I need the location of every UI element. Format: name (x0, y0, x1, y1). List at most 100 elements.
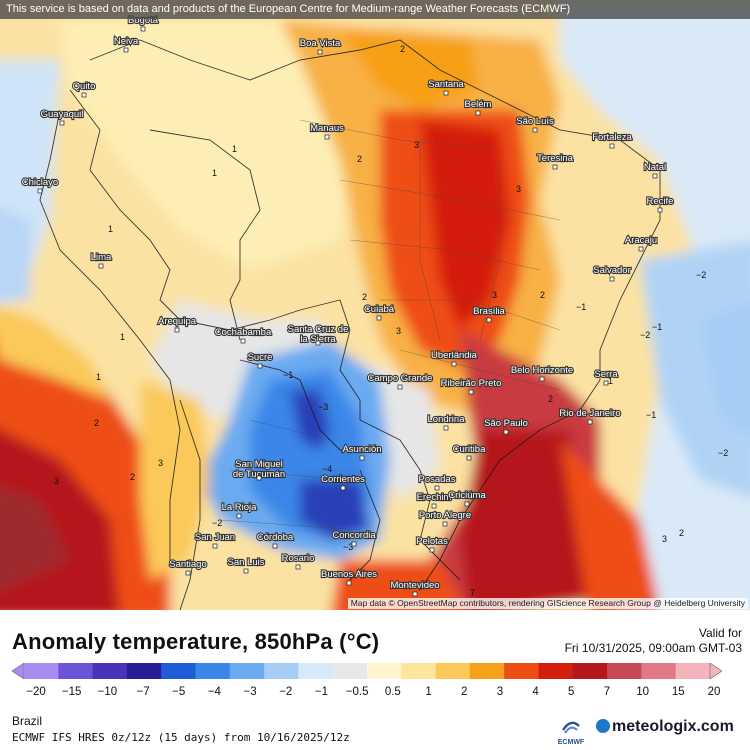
city-marker: Buenos Aires (320, 568, 378, 586)
legend-tick-label: 20 (707, 686, 721, 698)
city-name: Neiva (114, 36, 139, 47)
city-marker: Quito (72, 80, 96, 98)
city-name: La Rioja (222, 502, 258, 513)
legend-tick-label: 5 (568, 686, 575, 698)
city-marker: Uberlândia (430, 349, 479, 367)
city-marker: Posadas (417, 473, 457, 491)
city-dot (295, 564, 301, 570)
legend-tick-label: 10 (636, 686, 650, 698)
svg-text:−1: −1 (576, 302, 586, 312)
city-name: Rio de Janeiro (559, 408, 620, 419)
legend-swatch (367, 663, 402, 679)
valid-time-box: Valid for Fri 10/31/2025, 09:00am GMT-03 (565, 626, 742, 656)
city-marker: Manaus (309, 122, 345, 140)
city-name: Pelotas (416, 536, 448, 547)
city-name: Porto Alegre (419, 510, 471, 521)
city-dot (412, 591, 418, 597)
city-marker: Belém (463, 98, 493, 116)
legend-swatch (229, 663, 265, 679)
city-dot (340, 485, 346, 491)
city-dot (59, 120, 65, 126)
legend-swatch (298, 663, 334, 679)
city-dot (442, 521, 448, 527)
city-marker: Porto Alegre (418, 509, 472, 527)
city-dot (140, 26, 146, 32)
city-marker: Aracaju (624, 234, 658, 252)
city-marker: Arequipa (157, 315, 198, 333)
legend-tick-label: 0.5 (384, 686, 401, 698)
svg-text:2: 2 (400, 44, 405, 54)
svg-text:7: 7 (470, 588, 475, 598)
city-name: Guayaquil (41, 109, 84, 120)
city-marker: San Luis (226, 556, 266, 574)
region-label: Brazil (12, 714, 43, 728)
city-dot (98, 263, 104, 269)
city-dot (351, 541, 357, 547)
city-dot (603, 380, 609, 386)
city-dot (240, 338, 246, 344)
city-marker: Belo Horizonte (510, 364, 574, 382)
svg-text:−3: −3 (343, 542, 353, 552)
legend-tick-label: 3 (496, 686, 504, 698)
city-dot (317, 49, 323, 55)
city-marker: Curitiba (452, 443, 487, 461)
svg-text:2: 2 (362, 292, 367, 302)
city-dot (37, 188, 43, 194)
city-dot (212, 543, 218, 549)
city-name: Aracaju (625, 235, 657, 246)
country-borders-crisp (39, 39, 661, 610)
svg-text:−4: −4 (322, 464, 332, 474)
city-name: Campo Grande (368, 373, 433, 384)
legend-swatch (607, 663, 642, 679)
legend-arrow-left (12, 663, 25, 679)
legend-tick-label: 7 (603, 686, 611, 698)
city-marker: Córdoba (256, 531, 295, 549)
city-marker: Criciúma (447, 489, 488, 507)
city-marker: Santa Cruz de la Sierra (287, 323, 350, 346)
valid-time: Fri 10/31/2025, 09:00am GMT-03 (564, 641, 742, 655)
state-borders (219, 119, 561, 531)
legend-tick-label: −15 (61, 686, 82, 698)
city-name: Belém (465, 99, 492, 110)
city-name: Rosario (282, 553, 315, 564)
city-marker: Teresina (536, 152, 575, 170)
city-marker: Brasília (472, 305, 507, 323)
legend-tick-label: 15 (671, 686, 685, 698)
svg-text:1: 1 (108, 224, 113, 234)
city-dot (638, 246, 644, 252)
city-marker: Concordia (331, 529, 377, 547)
city-dot (609, 276, 615, 282)
color-legend (12, 663, 722, 679)
legend-tick-label: −5 (172, 686, 186, 698)
svg-text:−2: −2 (640, 330, 650, 340)
city-name: Concordia (332, 530, 376, 541)
city-marker: Londrina (426, 413, 466, 431)
map-attribution[interactable]: Map data © OpenStreetMap contributors, r… (347, 598, 748, 609)
meteologix-brand[interactable]: meteologix.com (596, 718, 734, 736)
city-name: Quito (73, 81, 96, 92)
city-dot (346, 580, 352, 586)
city-marker: Lima (90, 251, 113, 269)
legend-tick-label: −1 (314, 686, 329, 698)
city-marker: Neiva (113, 35, 140, 53)
city-marker: San Juan (194, 531, 236, 549)
ecmwf-notice: This service is based on data and produc… (0, 0, 750, 19)
city-marker: Salvador (592, 264, 632, 282)
city-dot (81, 92, 87, 98)
city-dot (236, 513, 242, 519)
svg-text:−3: −3 (318, 402, 328, 412)
legend-tick-label: 2 (461, 686, 468, 698)
meteologix-logo-icon (596, 719, 610, 733)
legend-tick-label: −7 (136, 686, 150, 698)
svg-text:2: 2 (130, 472, 135, 482)
city-name: Lima (91, 252, 112, 263)
legend-tick-label: 1 (425, 686, 432, 698)
city-name: Salvador (593, 265, 631, 276)
city-name: Santana (428, 79, 464, 90)
legend-swatch (332, 663, 368, 679)
svg-text:3: 3 (396, 326, 401, 336)
city-name: Asunción (342, 444, 381, 455)
city-dot (539, 376, 545, 382)
